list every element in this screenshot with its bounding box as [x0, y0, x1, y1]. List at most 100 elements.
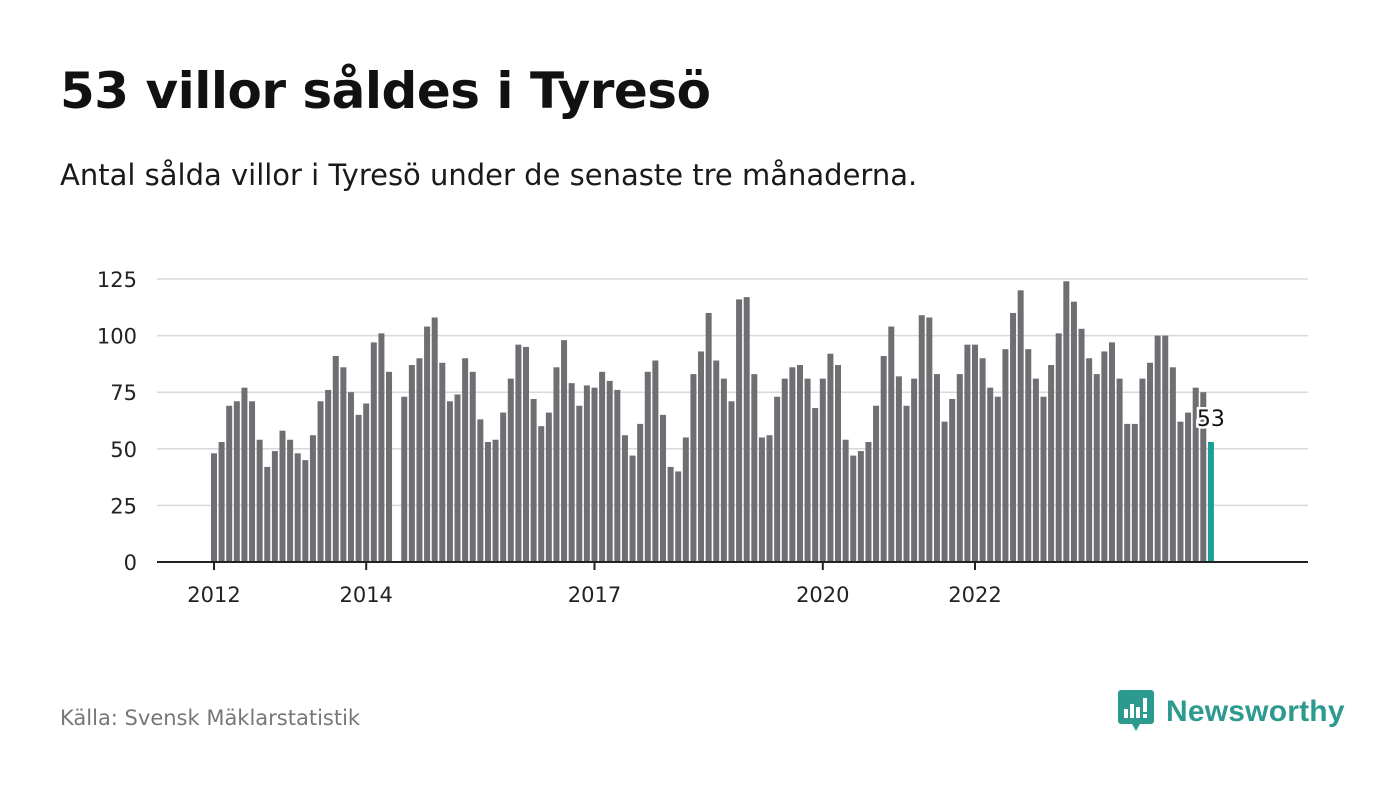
bar	[835, 365, 842, 562]
bar	[949, 398, 956, 562]
bar	[796, 365, 803, 562]
x-tick-label: 2017	[568, 583, 621, 607]
y-tick-label: 75	[110, 381, 137, 405]
bar	[1124, 423, 1131, 562]
bar	[659, 414, 666, 562]
bar	[408, 365, 415, 562]
bar	[500, 412, 507, 562]
bar	[340, 367, 347, 562]
bar	[264, 466, 271, 562]
bar	[317, 401, 324, 562]
bar	[720, 378, 727, 562]
bar	[751, 374, 758, 562]
bar	[812, 408, 819, 562]
bar-chart-speech-bubble-icon	[1118, 690, 1154, 731]
bar	[987, 387, 994, 562]
bar	[431, 317, 438, 562]
bar	[1078, 328, 1085, 562]
bar	[226, 405, 233, 562]
bar	[766, 435, 773, 562]
bar	[332, 355, 339, 562]
bar	[1185, 412, 1192, 562]
y-tick-label: 125	[97, 268, 137, 292]
last-value-label: 53	[1197, 407, 1225, 432]
bar	[873, 405, 880, 562]
bar	[1048, 365, 1055, 562]
bar	[583, 385, 590, 562]
bar	[218, 442, 225, 562]
bar	[850, 455, 857, 562]
bar	[439, 362, 446, 562]
bar	[1010, 312, 1017, 562]
bar	[1086, 358, 1093, 562]
bar	[530, 398, 537, 562]
bar	[1055, 333, 1062, 562]
bar	[842, 439, 849, 562]
bar	[1017, 290, 1024, 562]
bar	[736, 299, 743, 562]
bar	[606, 380, 613, 562]
bar	[1147, 362, 1154, 562]
bar	[758, 437, 765, 562]
y-tick-label: 100	[97, 325, 137, 349]
bar	[211, 453, 217, 562]
bar	[302, 460, 309, 562]
bar	[1070, 301, 1077, 562]
bar	[781, 378, 788, 562]
bar	[401, 396, 408, 562]
bar	[545, 412, 552, 562]
bar	[690, 374, 697, 562]
bar	[880, 355, 887, 562]
bar	[1063, 281, 1070, 562]
chart-subtitle: Antal sålda villor i Tyresö under de sen…	[60, 158, 918, 192]
bar	[233, 401, 240, 562]
bar	[1154, 335, 1161, 562]
bar	[857, 451, 864, 562]
bar	[568, 383, 575, 562]
bar	[652, 360, 659, 562]
source-note: Källa: Svensk Mäklarstatistik	[60, 706, 361, 730]
bar	[682, 437, 689, 562]
bar	[941, 421, 948, 562]
bar	[698, 351, 705, 562]
bar	[1192, 387, 1199, 562]
chart-title: 53 villor såldes i Tyresö	[60, 62, 711, 120]
y-axis-ticks: 0 25 50 75 100 125	[97, 268, 137, 575]
bar	[964, 344, 971, 562]
bar	[675, 471, 682, 562]
x-tick-label: 2014	[339, 583, 392, 607]
bar	[865, 442, 872, 562]
bar	[462, 358, 469, 562]
bar	[538, 426, 545, 562]
bar	[827, 353, 834, 562]
bar	[363, 403, 370, 562]
bar	[1200, 392, 1207, 562]
x-tick-label: 2012	[187, 583, 240, 607]
x-tick-label: 2020	[796, 583, 849, 607]
y-tick-label: 50	[110, 438, 137, 462]
bar	[637, 423, 644, 562]
bar	[347, 392, 354, 562]
brand-logo: Newsworthy	[1118, 690, 1345, 734]
bar	[667, 466, 674, 562]
bar	[492, 439, 499, 562]
bar	[1032, 378, 1039, 562]
bar	[895, 376, 902, 562]
bar	[523, 346, 530, 562]
bar-highlight	[1207, 442, 1214, 562]
bar	[484, 442, 491, 562]
bar	[614, 389, 621, 562]
bar	[446, 401, 453, 562]
bar	[1093, 374, 1100, 562]
bar	[1162, 335, 1169, 562]
bar	[1025, 349, 1032, 562]
bar	[972, 344, 978, 562]
bar	[294, 453, 301, 562]
bar	[424, 326, 431, 562]
bar	[819, 378, 826, 562]
bar	[1002, 349, 1009, 562]
bar	[933, 374, 940, 562]
bar	[926, 317, 933, 562]
bar	[256, 439, 263, 562]
bar	[416, 358, 423, 562]
